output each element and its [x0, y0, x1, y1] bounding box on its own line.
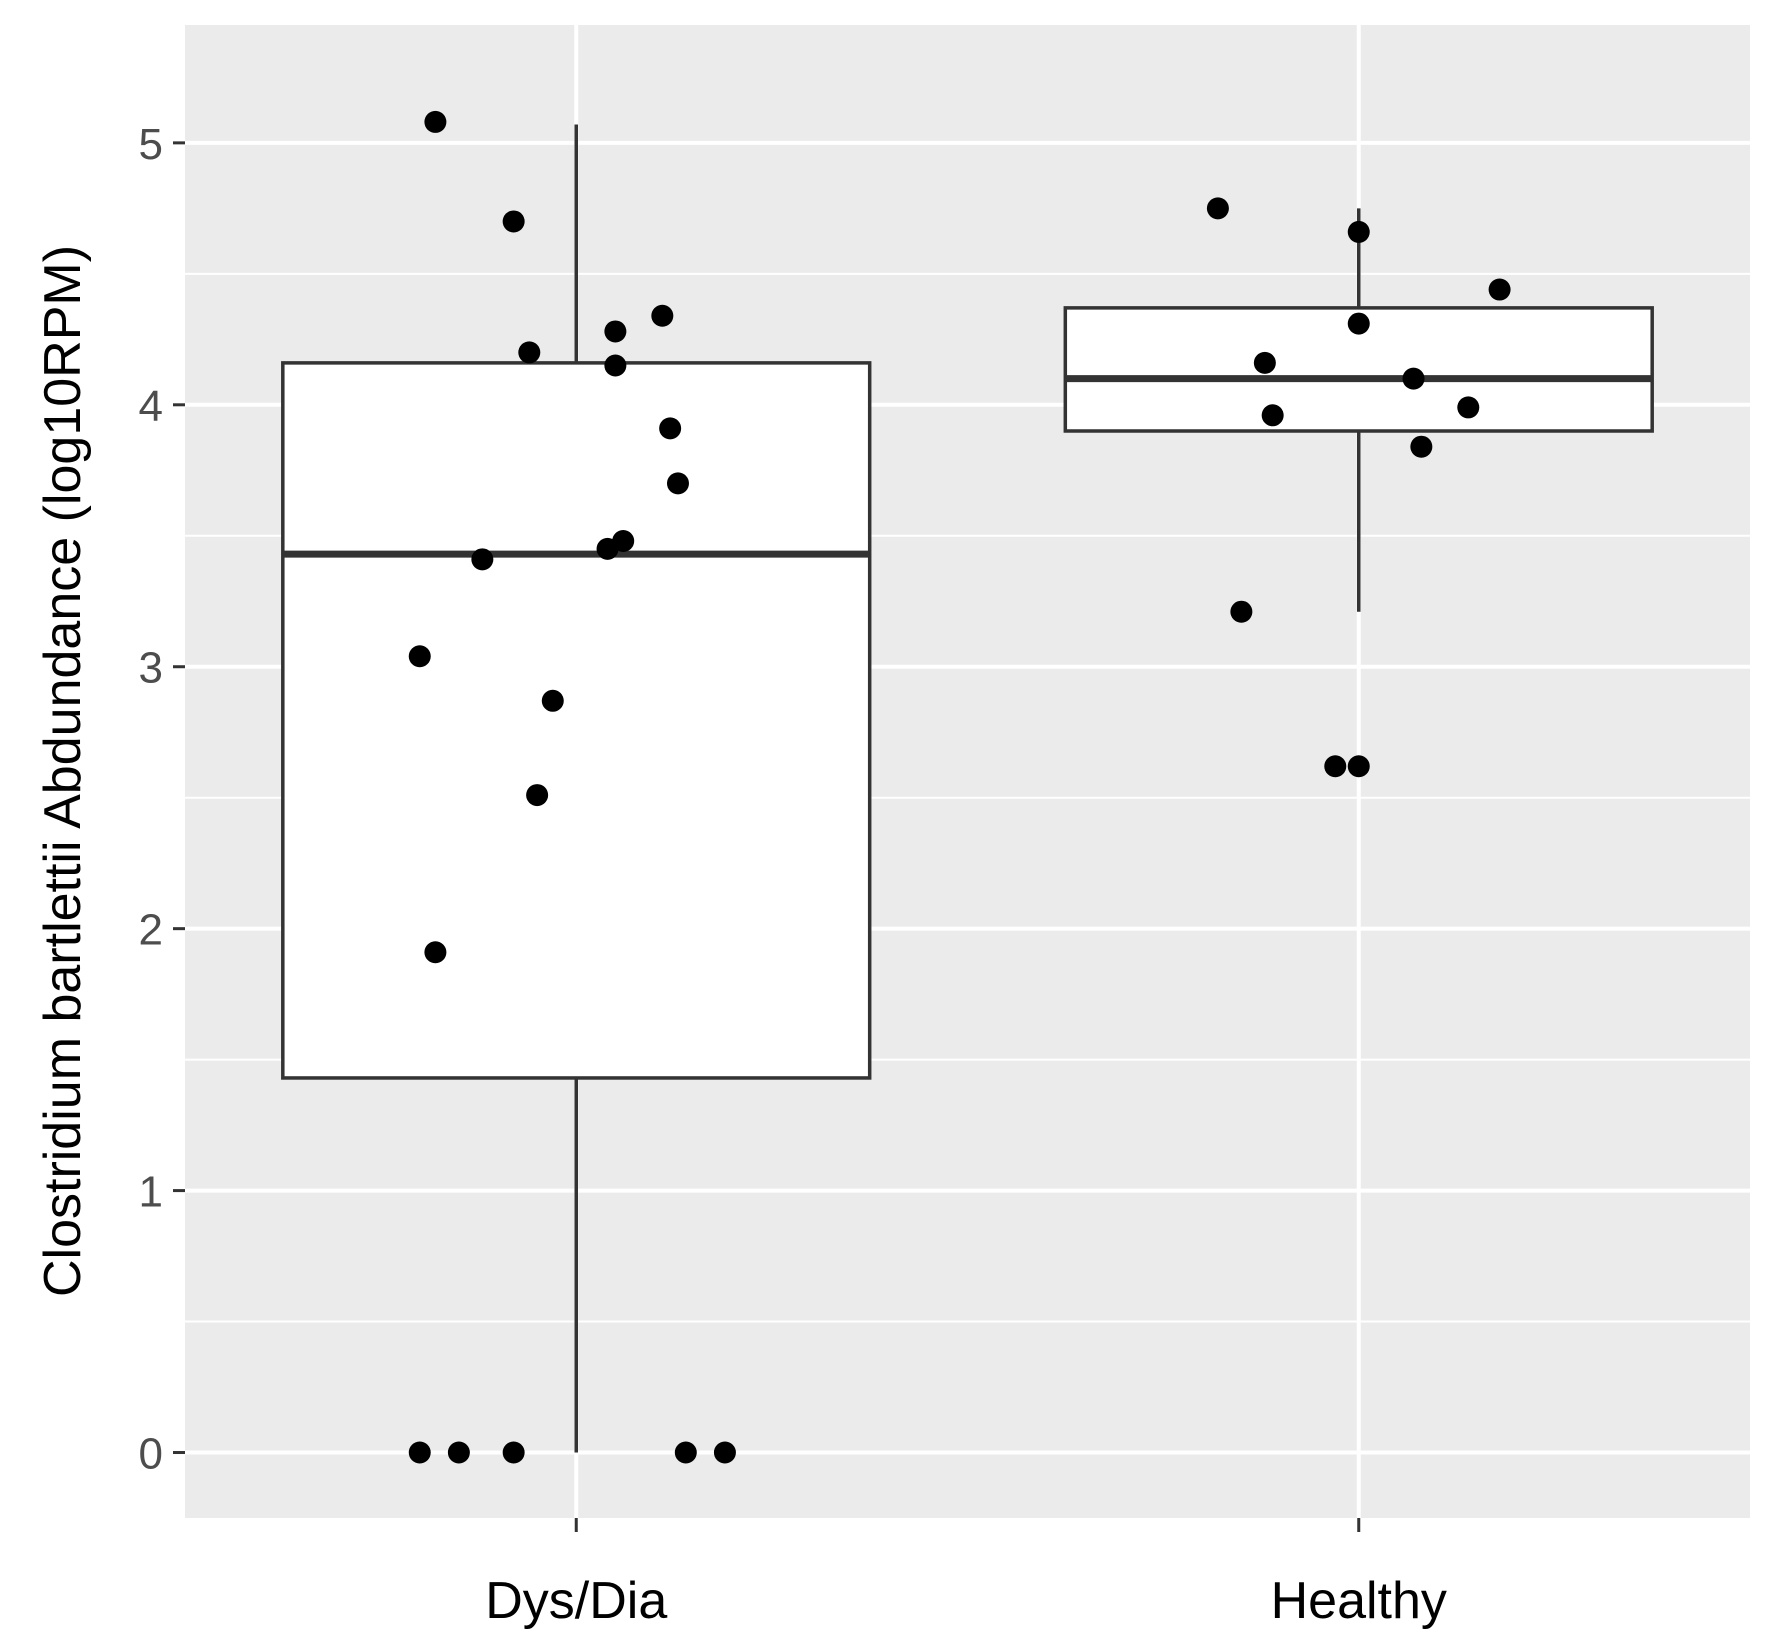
data-point [518, 341, 541, 364]
x-tick-label: Healthy [1271, 1572, 1447, 1630]
data-point [526, 784, 549, 807]
data-point [604, 320, 627, 343]
y-tick-label: 3 [139, 644, 163, 693]
data-point [424, 941, 447, 964]
data-point [1253, 351, 1276, 374]
data-point [447, 1441, 470, 1464]
y-axis-label: Clostridium bartlettii Abdundance (log10… [34, 245, 92, 1297]
data-point [424, 110, 447, 133]
data-point [1206, 197, 1229, 220]
data-point [408, 1441, 431, 1464]
data-point [666, 472, 689, 495]
y-tick-label: 5 [139, 120, 163, 169]
data-point [1261, 404, 1284, 427]
data-point [604, 354, 627, 377]
data-point [1230, 600, 1253, 623]
data-point [1488, 278, 1511, 301]
data-point [659, 417, 682, 440]
axes: 0 1 2 3 4 5 Dys/Dia Healthy [139, 120, 1447, 1630]
y-tick-label: 0 [139, 1430, 163, 1479]
data-point [651, 304, 674, 327]
data-point [502, 210, 525, 233]
data-point [1402, 367, 1425, 390]
data-point [674, 1441, 697, 1464]
data-point [1324, 755, 1347, 778]
data-point [596, 537, 619, 560]
y-tick-label: 4 [139, 382, 163, 431]
data-point [502, 1441, 525, 1464]
data-point [1457, 396, 1480, 419]
box-dys-dia [281, 124, 872, 1453]
boxes [281, 124, 1654, 1453]
data-point [408, 645, 431, 668]
data-point [713, 1441, 736, 1464]
box-iqr [281, 361, 872, 1080]
y-tick-label: 1 [139, 1168, 163, 1217]
data-point [1347, 312, 1370, 335]
data-point [541, 689, 564, 712]
data-point [1347, 220, 1370, 243]
x-tick-label: Dys/Dia [485, 1572, 667, 1630]
data-points [408, 110, 1511, 1464]
data-point [1347, 755, 1370, 778]
data-point [1410, 435, 1433, 458]
data-point [471, 548, 494, 571]
y-tick-label: 2 [139, 906, 163, 955]
